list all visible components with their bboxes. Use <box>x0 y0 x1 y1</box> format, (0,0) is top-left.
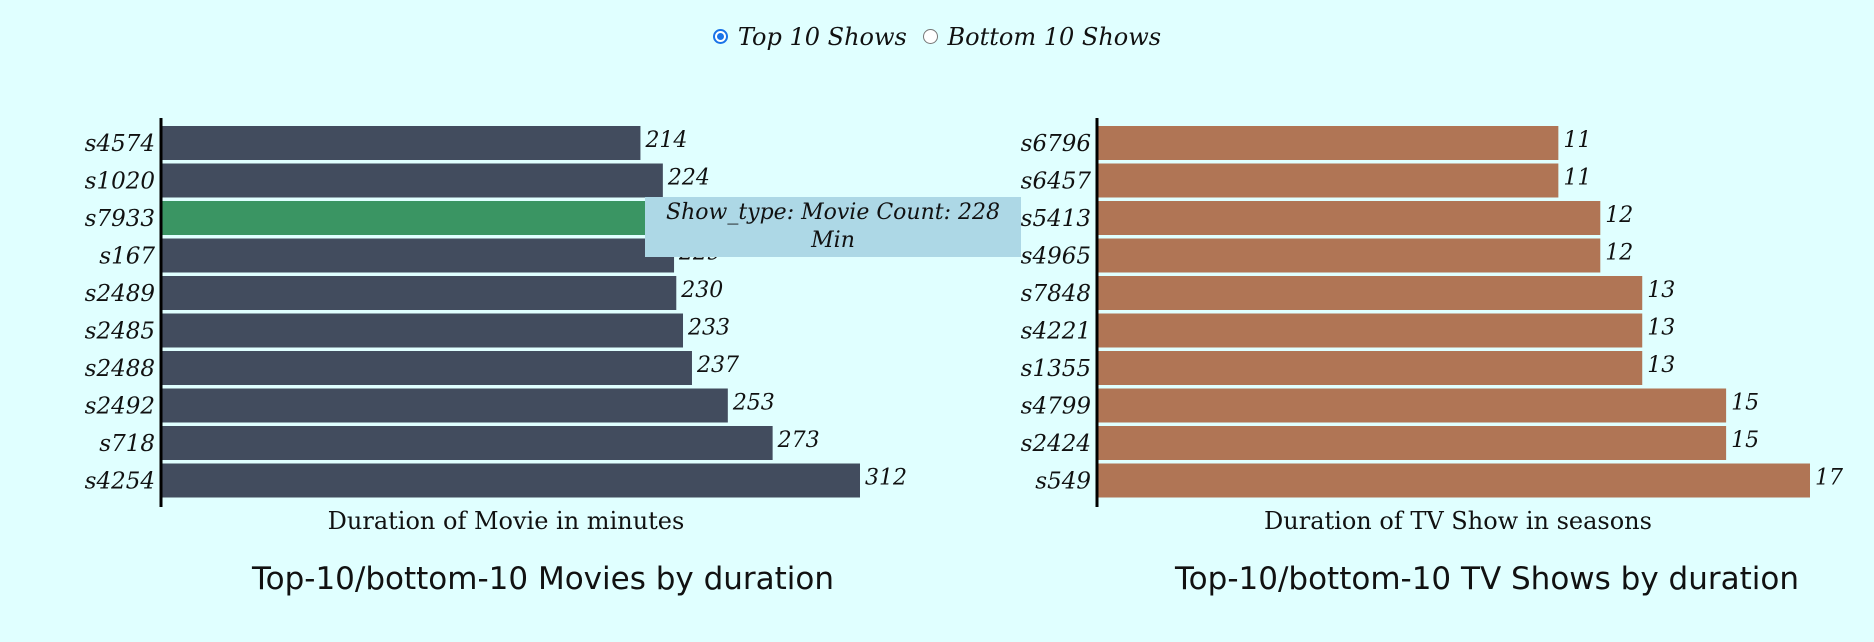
tv-shows-value-label-s4965: 12 <box>1605 241 1633 266</box>
movies-bar-s1020[interactable] <box>161 163 663 198</box>
tv-shows-bar-s6796[interactable] <box>1097 126 1559 160</box>
tv-shows-tick-label-s549: s549 <box>1035 469 1091 495</box>
tv-shows-tick-label-s4965: s4965 <box>1021 244 1091 270</box>
tv-shows-bar-s4799[interactable] <box>1097 388 1727 423</box>
movies-value-label-s2489: 230 <box>680 278 723 303</box>
movies-tick-label-s4574: s4574 <box>85 131 155 157</box>
movies-bar-s2492[interactable] <box>161 388 728 423</box>
movies-value-label-s4254: 312 <box>865 466 907 491</box>
tv-shows-tick-label-s4221: s4221 <box>1021 319 1091 345</box>
tv-shows-tick-label-s6796: s6796 <box>1021 131 1091 157</box>
movies-bar-s2488[interactable] <box>161 351 692 385</box>
tv-shows-value-label-s1355: 13 <box>1647 353 1675 378</box>
movies-tick-label-s2485: s2485 <box>85 319 155 345</box>
tv-shows-chart-title: Top-10/bottom-10 TV Shows by duration <box>1174 561 1799 597</box>
movies-value-label-s1020: 224 <box>667 166 710 191</box>
movies-tick-label-s4254: s4254 <box>85 469 155 495</box>
movies-value-label-s2485: 233 <box>687 316 730 341</box>
tv-shows-value-label-s5413: 12 <box>1605 203 1633 228</box>
tv-shows-bar-s7848[interactable] <box>1097 276 1643 310</box>
tv-shows-bar-s5413[interactable] <box>1097 201 1601 235</box>
tv-shows-bar-s6457[interactable] <box>1097 163 1559 198</box>
movies-bar-s4254[interactable] <box>161 463 860 498</box>
tv-shows-tick-label-s6457: s6457 <box>1021 169 1092 195</box>
movies-chart-title: Top-10/bottom-10 Movies by duration <box>251 561 834 597</box>
tv-shows-value-label-s4799: 15 <box>1731 391 1759 416</box>
tv-shows-value-label-s549: 17 <box>1815 466 1843 491</box>
top-10-label: Top 10 Shows <box>737 22 907 51</box>
tv-shows-value-label-s7848: 13 <box>1647 278 1675 303</box>
movies-x-axis-label: Duration of Movie in minutes <box>328 507 685 535</box>
bar-tooltip: Show_type: Movie Count: 228 Min <box>645 197 1021 257</box>
movies-bar-s167[interactable] <box>161 238 675 273</box>
movies-bar-s2485[interactable] <box>161 313 684 348</box>
movies-value-label-s2492: 253 <box>732 391 775 416</box>
tv-shows-tick-label-s1355: s1355 <box>1021 356 1091 382</box>
movies-tick-label-s1020: s1020 <box>85 169 155 195</box>
tv-shows-bar-s1355[interactable] <box>1097 351 1643 385</box>
top-10-option[interactable]: Top 10 Shows <box>712 22 907 51</box>
movies-tick-label-s7933: s7933 <box>85 206 155 232</box>
movies-bar-s2489[interactable] <box>161 276 677 310</box>
tv-shows-value-label-s6457: 11 <box>1563 166 1591 191</box>
tv-shows-tick-label-s7848: s7848 <box>1021 281 1091 307</box>
movies-bar-s4574[interactable] <box>161 126 641 160</box>
movies-tick-label-s718: s718 <box>99 431 155 457</box>
movies-tick-label-s2489: s2489 <box>85 281 155 307</box>
movies-bar-s7933[interactable] <box>161 201 672 235</box>
bottom-10-option[interactable]: Bottom 10 Shows <box>922 22 1162 51</box>
tv-shows-tick-label-s2424: s2424 <box>1021 431 1091 457</box>
tv-shows-tick-label-s4799: s4799 <box>1021 394 1091 420</box>
tv-shows-bar-s4221[interactable] <box>1097 313 1643 348</box>
top-10-radio[interactable] <box>712 29 728 44</box>
bottom-10-label: Bottom 10 Shows <box>947 22 1162 51</box>
movies-tick-label-s167: s167 <box>99 244 155 270</box>
movies-value-label-s718: 273 <box>777 428 820 453</box>
tv-shows-value-label-s6796: 11 <box>1563 128 1591 153</box>
movies-tick-label-s2488: s2488 <box>85 356 155 382</box>
tv-shows-value-label-s4221: 13 <box>1647 316 1675 341</box>
show-filter-radio-group: Top 10 Shows Bottom 10 Shows <box>0 22 1874 51</box>
movies-value-label-s4574: 214 <box>644 128 687 153</box>
tv-shows-x-axis-label: Duration of TV Show in seasons <box>1264 507 1652 535</box>
bottom-10-radio[interactable] <box>922 29 938 44</box>
tv-shows-bar-s4965[interactable] <box>1097 238 1601 273</box>
movies-value-label-s2488: 237 <box>696 353 739 378</box>
movies-tick-label-s2492: s2492 <box>85 394 155 420</box>
tv-shows-bar-s549[interactable] <box>1097 463 1810 498</box>
tv-shows-tick-label-s5413: s5413 <box>1021 206 1091 232</box>
movies-bar-s718[interactable] <box>161 426 773 460</box>
tv-shows-value-label-s2424: 15 <box>1731 428 1759 453</box>
tv-shows-bar-s2424[interactable] <box>1097 426 1727 460</box>
